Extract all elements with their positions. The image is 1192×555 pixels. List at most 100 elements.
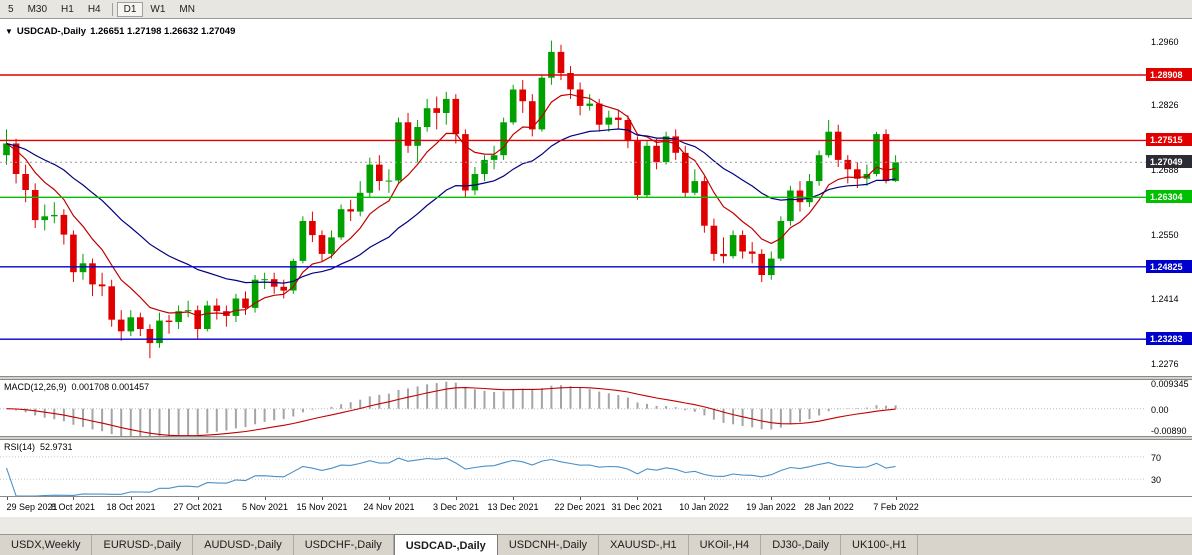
tab-uk100-h1[interactable]: UK100-,H1 (841, 535, 919, 555)
macd-values: 0.001708 0.001457 (71, 382, 150, 392)
tab-audusd-daily[interactable]: AUDUSD-,Daily (193, 535, 294, 555)
candle-body (261, 279, 268, 281)
candle-body (825, 131, 832, 156)
price-tick-label: 1.2826 (1151, 100, 1179, 110)
timeframe-h4[interactable]: H4 (81, 2, 108, 17)
rsi-value: 52.9731 (40, 442, 73, 452)
candle-body (653, 145, 660, 163)
date-tickmark (265, 497, 266, 500)
candle-body (290, 260, 297, 291)
rsi-label-text: RSI(14) (4, 442, 36, 452)
candle-body (854, 169, 861, 179)
rsi-tick-label: 30 (1151, 475, 1162, 485)
tab-eurusd-daily[interactable]: EURUSD-,Daily (92, 535, 194, 555)
timeframe-mn[interactable]: MN (172, 2, 202, 17)
tab-usdcad-daily[interactable]: USDCAD-,Daily (393, 534, 498, 555)
candle-body (509, 89, 517, 123)
candle-body (98, 284, 106, 287)
macd-header: MACD(12,26,9) 0.001708 0.001457 (4, 382, 154, 392)
timeframe-m5[interactable]: 5 (1, 2, 21, 17)
timeframe-h1[interactable]: H1 (54, 2, 81, 17)
tab-usdx-weekly[interactable]: USDX,Weekly (0, 535, 93, 555)
rsi-panel[interactable] (0, 440, 1146, 496)
candle-body (165, 320, 173, 322)
timeframe-m30[interactable]: M30 (21, 2, 54, 17)
candle-body (490, 155, 498, 160)
date-label: 24 Nov 2021 (363, 502, 415, 512)
candle-body (844, 159, 852, 170)
date-tickmark (131, 497, 132, 500)
candle-body (184, 310, 192, 312)
macd-tick-label: 0.00 (1151, 405, 1169, 415)
macd-label-text: MACD(12,26,9) (4, 382, 67, 392)
tab-ukoil-h4[interactable]: UKOil-,H4 (689, 535, 762, 555)
symbol-tabbar: USDX,Weekly EURUSD-,Daily AUDUSD-,Daily … (0, 517, 1192, 555)
tab-usdcnh-daily[interactable]: USDCNH-,Daily (498, 535, 600, 555)
candle-body (815, 155, 823, 181)
candle-body (834, 131, 842, 160)
candle-body (108, 286, 115, 320)
candle-body (892, 162, 899, 181)
macd-panel[interactable] (0, 380, 1146, 436)
candle-body (739, 235, 746, 252)
candle-body (873, 134, 880, 174)
candle-body (213, 305, 221, 312)
candle-body (376, 164, 383, 181)
candle-body (347, 209, 354, 212)
date-tickmark (513, 497, 514, 500)
rsi-line (5, 457, 896, 496)
date-label: 15 Nov 2021 (296, 502, 348, 512)
date-tickmark (580, 497, 581, 500)
candle-body (146, 329, 154, 344)
symbol-tabrow: USDX,Weekly EURUSD-,Daily AUDUSD-,Daily … (0, 534, 1192, 555)
candle-body (519, 89, 526, 102)
candle-body (127, 317, 135, 332)
date-label: 27 Oct 2021 (173, 502, 223, 512)
candle-body (720, 253, 727, 257)
candle-body (22, 174, 29, 190)
tab-usdchf-daily[interactable]: USDCHF-,Daily (294, 535, 394, 555)
candle-body (385, 180, 393, 182)
candle-body (691, 181, 699, 193)
macd-tick-label: 0.009345 (1151, 379, 1189, 389)
price-level-badge: 1.27515 (1146, 133, 1192, 146)
date-tickmark (829, 497, 830, 500)
tab-xauusd-h1[interactable]: XAUUSD-,H1 (599, 535, 689, 555)
candle-body (758, 253, 765, 275)
candle-body (882, 134, 890, 182)
date-axis[interactable]: 29 Sep 2021 8 Oct 2021 18 Oct 2021 27 Oct 2… (0, 497, 1146, 517)
symbol-dropdown-icon: ▼ (5, 27, 13, 36)
candle-body (175, 311, 182, 322)
candle-body (576, 89, 584, 106)
macd-signal-line (6, 386, 896, 436)
price-axis[interactable]: 1.2960 1.2826 1.2688 1.2550 1.2414 1.2276 1.28… (1146, 19, 1192, 517)
candle-body (701, 181, 708, 226)
date-label: 19 Jan 2022 (746, 502, 796, 512)
price-level-badge: 1.23283 (1146, 332, 1192, 345)
panel-separator[interactable] (0, 436, 1192, 440)
candle-body (423, 108, 431, 127)
candle-body (89, 263, 96, 285)
tab-dj30-daily[interactable]: DJ30-,Daily (761, 535, 842, 555)
date-tickmark (771, 497, 772, 500)
panel-separator[interactable] (0, 376, 1192, 380)
candle-body (787, 190, 794, 221)
date-tickmark (7, 497, 8, 500)
candle-body (481, 159, 488, 174)
chart-info-line: ▼ USDCAD-,Daily 1.26651 1.27198 1.26632 1.… (5, 26, 239, 37)
macd-tick-label: -0.00890 (1151, 426, 1187, 436)
price-chart[interactable] (0, 19, 1146, 376)
timeframe-w1[interactable]: W1 (143, 2, 172, 17)
candle-body (337, 209, 345, 238)
date-axis-line (0, 496, 1192, 497)
price-tick-label: 1.2550 (1151, 230, 1179, 240)
candle-body (242, 298, 249, 308)
price-level-badge: 1.24825 (1146, 260, 1192, 273)
ma-fast-line (6, 93, 896, 317)
candle-body (643, 145, 651, 196)
candle-body (12, 143, 20, 174)
date-tickmark (896, 497, 897, 500)
timeframe-d1[interactable]: D1 (116, 1, 144, 17)
candle-body (414, 127, 421, 146)
price-level-badge: 1.27049 (1146, 155, 1192, 168)
